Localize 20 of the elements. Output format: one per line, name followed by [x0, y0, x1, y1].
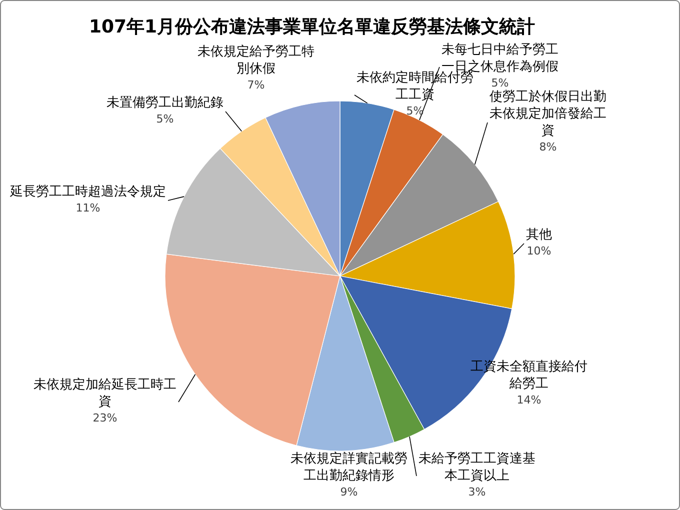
slice-label: 未依規定詳實記載勞工出勤紀錄情形 [290, 452, 408, 484]
data-label: 14% [516, 394, 542, 406]
slice-label: 延長勞工工時超過法令規定 [9, 184, 166, 200]
data-label: 8% [539, 140, 557, 154]
data-label: 3% [468, 486, 486, 498]
slice-label: 其他 [526, 228, 552, 242]
data-label: 11% [76, 202, 100, 214]
data-label: 23% [92, 412, 118, 424]
data-label: 5% [406, 104, 424, 118]
data-label: 10% [526, 244, 552, 258]
slice-label: 使勞工於休假日出勤未依規定加倍發給工資 [490, 90, 606, 138]
data-label: 9% [340, 486, 358, 498]
slice-label: 未依規定給予勞工特別休假 [198, 44, 314, 76]
slice-label: 未依規定加給延長工時工資 [34, 378, 176, 410]
slice-label: 未給予勞工工資達基本工資以上 [418, 452, 536, 484]
data-label: 7% [247, 78, 265, 92]
data-label: 5% [491, 76, 509, 90]
slice-label: 未置備勞工出勤紀錄 [106, 96, 224, 110]
data-label: 5% [156, 112, 174, 126]
chart-title: 107年1月份公布違法事業單位名單違反勞基法條文統計 [88, 16, 536, 38]
